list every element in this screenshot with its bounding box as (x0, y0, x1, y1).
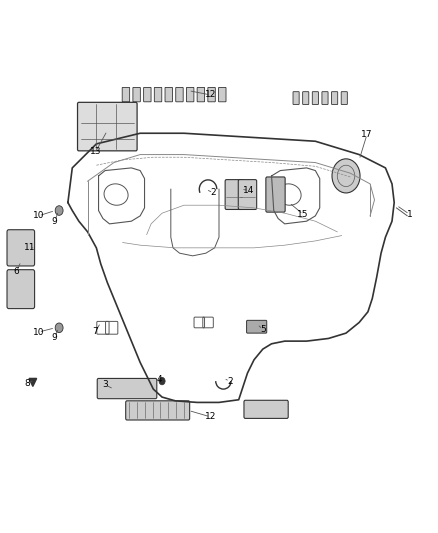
FancyBboxPatch shape (133, 87, 140, 102)
Text: 6: 6 (14, 268, 20, 276)
FancyBboxPatch shape (208, 87, 215, 102)
FancyBboxPatch shape (78, 102, 137, 151)
FancyBboxPatch shape (293, 92, 299, 104)
Text: 12: 12 (205, 91, 216, 99)
FancyBboxPatch shape (97, 378, 157, 399)
Text: 2: 2 (211, 189, 216, 197)
Text: 10: 10 (33, 212, 44, 220)
Text: 7: 7 (92, 327, 99, 336)
FancyBboxPatch shape (122, 87, 130, 102)
FancyBboxPatch shape (238, 180, 257, 209)
Text: 13: 13 (90, 148, 101, 156)
Text: 9: 9 (52, 333, 58, 342)
Text: 2: 2 (227, 377, 233, 385)
FancyBboxPatch shape (247, 320, 267, 333)
FancyBboxPatch shape (126, 401, 190, 420)
Text: 1: 1 (406, 210, 413, 219)
Circle shape (159, 377, 165, 385)
Text: 9: 9 (52, 217, 58, 225)
FancyBboxPatch shape (225, 180, 244, 209)
FancyBboxPatch shape (165, 87, 173, 102)
FancyBboxPatch shape (322, 92, 328, 104)
Circle shape (332, 159, 360, 193)
Text: 12: 12 (205, 413, 216, 421)
Text: 14: 14 (243, 186, 254, 195)
FancyBboxPatch shape (197, 87, 205, 102)
Text: 11: 11 (24, 244, 35, 252)
FancyBboxPatch shape (144, 87, 151, 102)
FancyBboxPatch shape (154, 87, 162, 102)
Text: 8: 8 (24, 379, 30, 388)
FancyBboxPatch shape (187, 87, 194, 102)
FancyBboxPatch shape (7, 270, 35, 309)
Circle shape (55, 323, 63, 333)
FancyBboxPatch shape (219, 87, 226, 102)
FancyBboxPatch shape (332, 92, 338, 104)
Text: 15: 15 (297, 210, 309, 219)
Text: 4: 4 (157, 375, 162, 384)
FancyBboxPatch shape (244, 400, 288, 418)
FancyBboxPatch shape (341, 92, 347, 104)
Text: 10: 10 (33, 328, 44, 336)
Text: 17: 17 (361, 130, 373, 139)
FancyBboxPatch shape (312, 92, 318, 104)
FancyBboxPatch shape (303, 92, 309, 104)
FancyBboxPatch shape (176, 87, 183, 102)
Text: 3: 3 (102, 381, 108, 389)
Circle shape (55, 206, 63, 215)
FancyBboxPatch shape (7, 230, 35, 266)
FancyBboxPatch shape (266, 177, 285, 212)
Text: 5: 5 (260, 325, 266, 334)
